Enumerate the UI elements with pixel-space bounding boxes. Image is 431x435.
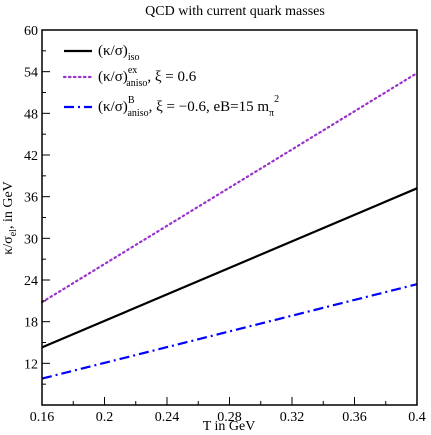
x-tick-label: 0.28 <box>217 410 242 425</box>
series-line-1 <box>40 71 419 304</box>
y-tick-label: 18 <box>24 316 38 331</box>
x-tick-label: 0.16 <box>30 410 55 425</box>
x-axis: 0.16 0.2 0.24 0.28 0.32 0.36 0.4 <box>30 397 426 425</box>
series-layer <box>40 71 419 380</box>
y-axis: 12 18 24 30 36 42 48 54 60 <box>24 24 50 385</box>
plot-frame <box>41 29 418 406</box>
y-tick-label: 60 <box>24 24 38 39</box>
y-axis-label-main: κ/σ <box>1 236 16 255</box>
x-axis-label: T in GeV <box>203 419 256 434</box>
y-tick-label: 48 <box>24 107 38 122</box>
legend: (κ/σ)iso (κ/σ)ex aniso, ξ = 0.6 (κ/σ)B ani… <box>62 43 279 119</box>
series-line-0 <box>41 187 418 349</box>
y-axis-label-sub: el <box>8 229 19 236</box>
y-axis-label-rest: , in GeV <box>1 181 16 229</box>
y-tick-label: 12 <box>24 357 38 372</box>
y-axis-label: κ/σel, in GeV <box>1 181 19 255</box>
y-tick-label: 36 <box>24 191 38 206</box>
x-tick-label: 0.32 <box>280 410 305 425</box>
legend-entry-ex: (κ/σ)ex aniso, ξ = 0.6 <box>98 65 197 89</box>
legend-entry-b: (κ/σ)B aniso, ξ = −0.6, eB=15 mπ2 <box>98 94 279 119</box>
y-tick-label: 42 <box>24 149 38 164</box>
x-tick-label: 0.24 <box>155 410 180 425</box>
series-line-2 <box>41 283 418 380</box>
chart-title: QCD with current quark masses <box>145 4 325 19</box>
x-tick-label: 0.36 <box>342 410 367 425</box>
legend-entry-iso: (κ/σ)iso <box>98 43 139 63</box>
x-tick-label: 0.4 <box>408 410 426 425</box>
x-tick-label: 0.2 <box>96 410 114 425</box>
y-tick-label: 30 <box>24 232 38 247</box>
y-tick-label: 24 <box>24 274 38 289</box>
y-tick-label: 54 <box>24 66 38 81</box>
